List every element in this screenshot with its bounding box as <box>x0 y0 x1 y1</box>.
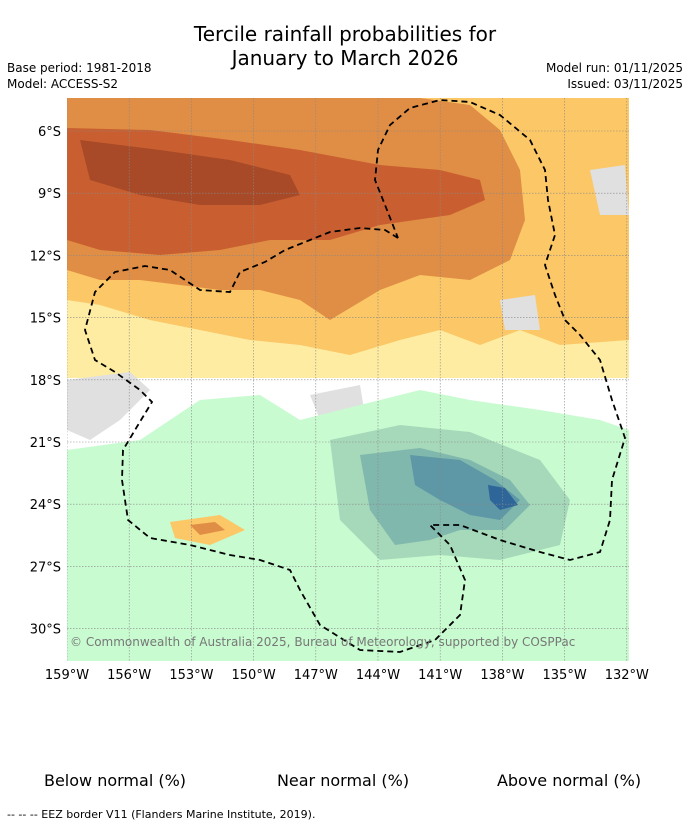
base-period: Base period: 1981-2018 <box>7 61 152 75</box>
lon-tick-label: 135°W <box>543 668 587 683</box>
above-90-zone <box>488 485 518 510</box>
map-panel <box>67 98 629 661</box>
lat-tick-label: 18°S <box>30 374 61 389</box>
map-figure: 6°S 9°S 12°S 15°S 18°S 21°S 24°S 27°S 30°S 159°W… <box>30 98 649 683</box>
near-normal-label: Near normal (%) <box>276 771 410 790</box>
title-line-2: January to March 2026 <box>231 46 459 70</box>
eez-footnote: -- -- -- EEZ border V11 (Flanders Marine… <box>7 808 316 821</box>
near-normal-patch <box>500 295 540 330</box>
lat-tick-label: 21°S <box>30 436 61 451</box>
lat-tick-label: 27°S <box>30 560 61 575</box>
lon-tick-label: 156°W <box>107 668 151 683</box>
meta-right: Model run: 01/11/2025 Issued: 03/11/2025 <box>546 60 683 92</box>
above-normal-label: Above normal (%) <box>496 771 642 790</box>
lat-tick-label: 9°S <box>38 187 61 202</box>
lon-tick-label: 144°W <box>356 668 400 683</box>
near-normal-patch <box>590 165 629 215</box>
lon-tick-label: 150°W <box>232 668 276 683</box>
lon-tick-label: 153°W <box>169 668 213 683</box>
eez-border <box>84 99 626 653</box>
latitude-axis: 6°S 9°S 12°S 15°S 18°S 21°S 24°S 27°S 30°S <box>30 125 61 638</box>
lon-tick-label: 159°W <box>45 668 89 683</box>
lat-tick-label: 24°S <box>30 498 61 513</box>
model-run: Model run: 01/11/2025 <box>545 61 683 75</box>
map-title: Tercile rainfall probabilities for Janua… <box>0 22 690 70</box>
issued-date: Issued: 03/11/2025 <box>567 77 683 91</box>
lat-tick-label: 6°S <box>38 125 61 140</box>
lon-tick-label: 141°W <box>418 668 462 683</box>
lat-tick-label: 30°S <box>30 623 61 638</box>
meta-left: Base period: 1981-2018 Model: ACCESS-S2 <box>7 60 152 92</box>
lon-tick-label: 138°W <box>480 668 524 683</box>
lat-tick-label: 12°S <box>30 249 61 264</box>
model-name: Model: ACCESS-S2 <box>7 77 119 91</box>
below-normal-label: Below normal (%) <box>43 771 187 790</box>
lat-tick-label: 15°S <box>30 312 61 327</box>
grid-lines <box>67 98 629 661</box>
lon-tick-label: 147°W <box>294 668 338 683</box>
lon-tick-label: 132°W <box>605 668 649 683</box>
longitude-axis: 159°W 156°W 153°W 150°W 147°W 144°W 141°W 138°W… <box>45 668 649 683</box>
below-normal-patch <box>190 522 225 535</box>
title-line-1: Tercile rainfall probabilities for <box>193 22 497 46</box>
above-80-zone <box>410 455 520 520</box>
below-90-zone <box>80 140 300 205</box>
copyright-text: © Commonwealth of Australia 2025, Bureau… <box>70 635 575 649</box>
